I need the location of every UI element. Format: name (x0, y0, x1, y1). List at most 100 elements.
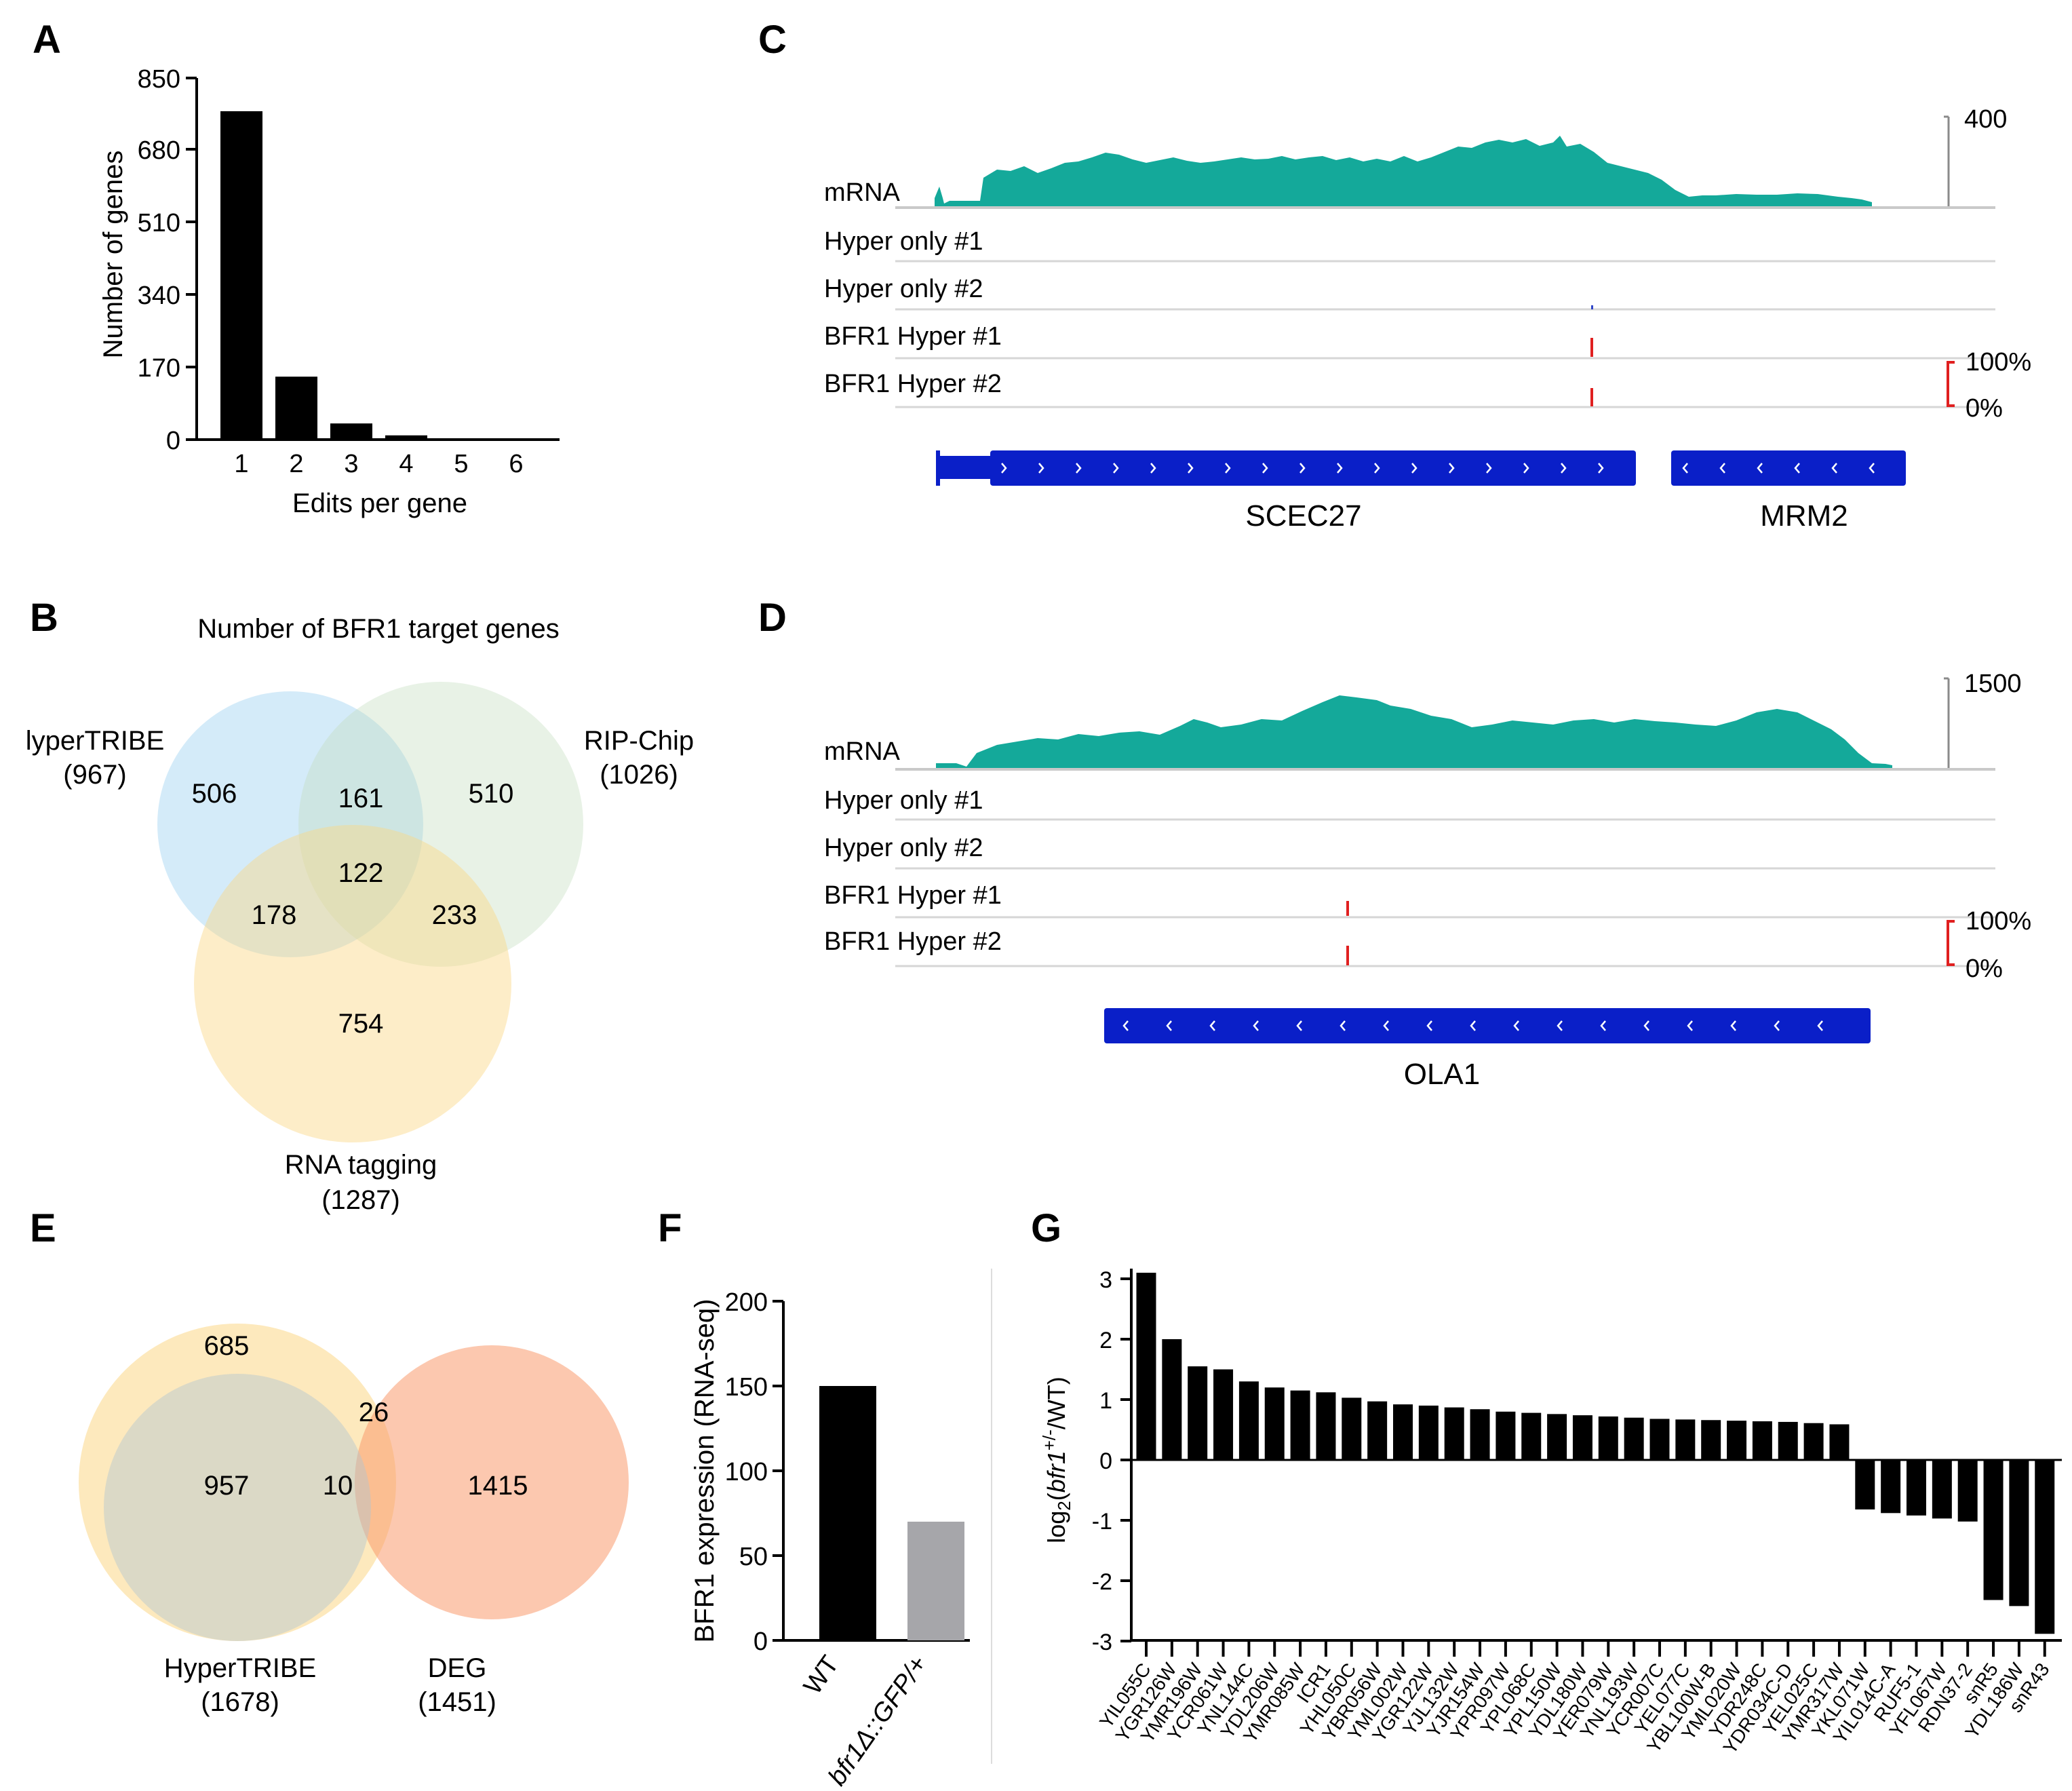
g-bar-YBL100W-B (1701, 1420, 1721, 1460)
b-count-ht: 178 (252, 900, 297, 930)
a-xtick-label: 1 (234, 450, 248, 478)
c-track-bfr1-2: BFR1 Hyper #2 (824, 370, 1002, 398)
strand-chevron (1774, 1020, 1780, 1031)
strand-chevron (1122, 1020, 1129, 1031)
e-circle-hypertribe-inner (104, 1374, 371, 1641)
strand-chevron (1730, 1020, 1736, 1031)
g-ytick-label: -2 (1092, 1569, 1112, 1595)
g-bar-YMR085W (1290, 1390, 1310, 1460)
d-edit-site-2 (1346, 946, 1349, 965)
b-count-all: 122 (338, 858, 384, 888)
g-bar-YEL077C (1675, 1419, 1696, 1460)
g-bar-YJL132W (1444, 1407, 1464, 1460)
f-y-axis-label: BFR1 expression (RNA-seq) (690, 1299, 720, 1643)
strand-chevron (1794, 463, 1800, 474)
d-edit-site-1 (1346, 901, 1349, 916)
a-bar-5 (440, 438, 482, 440)
strand-chevron (1598, 463, 1604, 474)
f-xtick-wt: WT (798, 1651, 844, 1699)
g-bar-YFL067W (1932, 1460, 1952, 1519)
g-bar-YIL014C-A (1881, 1460, 1901, 1514)
panel-b: B Number of BFR1 target genes lyperTRIBE… (26, 596, 694, 1215)
strand-chevron (1470, 1020, 1476, 1031)
strand-chevron (1486, 463, 1492, 474)
c-mrna-coverage (935, 136, 1872, 207)
g-ytick-label: 2 (1099, 1328, 1112, 1353)
panel-f: F 0 50 100 150 200 BFR1 expression (RNA-… (658, 1206, 992, 1791)
a-bars (220, 111, 537, 440)
g-bar-YDR034C-D (1778, 1421, 1798, 1460)
a-xtick-label: 2 (289, 450, 303, 478)
a-bar-1 (220, 111, 262, 440)
c-scale-max: 400 (1964, 105, 2007, 134)
strand-chevron (1262, 463, 1268, 474)
b-count-t-only: 754 (338, 1009, 384, 1039)
g-bar-YPL150W (1547, 1414, 1567, 1460)
strand-chevron (1557, 1020, 1563, 1031)
g-bar-YCR061W (1213, 1369, 1234, 1460)
a-bar-4 (385, 435, 427, 440)
b-count-rt: 233 (432, 900, 477, 930)
panel-a: A 0 170 340 510 680 850 1 2 3 4 5 6 Edit… (33, 18, 560, 518)
g-bar-YMR196W (1188, 1366, 1208, 1460)
e-left-name: HyperTRIBE (164, 1653, 317, 1683)
g-bar-RDN37-2 (1957, 1460, 1978, 1522)
panel-c: C 400 mRNA Hyper only #1 Hyper only #2 B… (758, 18, 2031, 533)
panel-g: G -3 -2 -1 0 1 2 3 YIL055CYGR126WYMR196WYCR061… (1031, 1206, 2062, 1758)
b-hypertribe-name: lyperTRIBE (26, 726, 165, 756)
b-title: Number of BFR1 target genes (197, 614, 560, 644)
f-ytick-label: 100 (725, 1458, 768, 1486)
g-bar-snR43 (2035, 1460, 2055, 1634)
g-bar-YML020W (1727, 1421, 1747, 1460)
g-bar-ICR1 (1316, 1392, 1336, 1460)
a-bar-2 (275, 377, 317, 440)
d-mrna-coverage (936, 695, 1892, 769)
panel-label-a: A (33, 18, 61, 62)
e-count-right: 1415 (468, 1471, 528, 1501)
g-bar-YMR317W (1829, 1424, 1850, 1460)
strand-chevron (1076, 463, 1082, 474)
e-count-left: 957 (204, 1471, 250, 1501)
a-bar-6 (495, 439, 537, 440)
g-ytick-label: -1 (1092, 1509, 1112, 1535)
strand-chevron (1449, 463, 1455, 474)
a-y-ticks: 0 170 340 510 680 850 (138, 65, 197, 455)
f-bars (819, 1386, 964, 1640)
g-bar-YDL186W (2009, 1460, 2029, 1606)
strand-chevron (1340, 1020, 1346, 1031)
b-rnatag-total: (1287) (321, 1185, 400, 1215)
strand-chevron (1513, 1020, 1519, 1031)
strand-chevron (1188, 463, 1194, 474)
strand-chevron (1383, 1020, 1389, 1031)
d-pct-min: 0% (1966, 955, 2003, 983)
g-bar-YDL206W (1264, 1387, 1285, 1460)
a-ytick-label: 680 (138, 136, 180, 165)
b-ripchip-name: RIP-Chip (584, 726, 694, 756)
a-xtick-label: 4 (399, 450, 413, 478)
g-y-axis-label: log2(bfr1+/-/WT) (1039, 1376, 1074, 1543)
panel-label-b: B (30, 596, 58, 640)
strand-chevron (1719, 463, 1725, 474)
d-gene1-name: OLA1 (1404, 1058, 1481, 1091)
panel-d: D 1500 mRNA Hyper only #1 Hyper only #2 … (758, 596, 2031, 1091)
g-bar-YCR007C (1649, 1419, 1670, 1460)
e-left-total: (1678) (201, 1687, 279, 1717)
strand-chevron (1374, 463, 1380, 474)
strand-chevron (1869, 463, 1875, 474)
c-track-hyper2: Hyper only #2 (824, 275, 983, 303)
panel-label-c: C (758, 18, 787, 62)
e-circle-hypertribe-outer (79, 1324, 396, 1641)
strand-chevron (1426, 1020, 1432, 1031)
panel-e: E 685 957 10 26 1415 HyperTRIBE (1678) D… (30, 1206, 629, 1717)
g-bar-YIL055C (1136, 1273, 1156, 1460)
a-bar-3 (330, 423, 372, 440)
g-x-tick-labels: YIL055CYGR126WYMR196WYCR061WYNL144CYDL20… (1095, 1642, 2054, 1758)
strand-chevron (1150, 463, 1156, 474)
strand-chevron (1113, 463, 1119, 474)
strand-chevron (1831, 463, 1837, 474)
g-ytick-label: 0 (1099, 1448, 1112, 1474)
b-circle-rnatagging (194, 825, 511, 1142)
strand-chevron (1001, 463, 1007, 474)
f-ytick-label: 150 (725, 1373, 768, 1402)
